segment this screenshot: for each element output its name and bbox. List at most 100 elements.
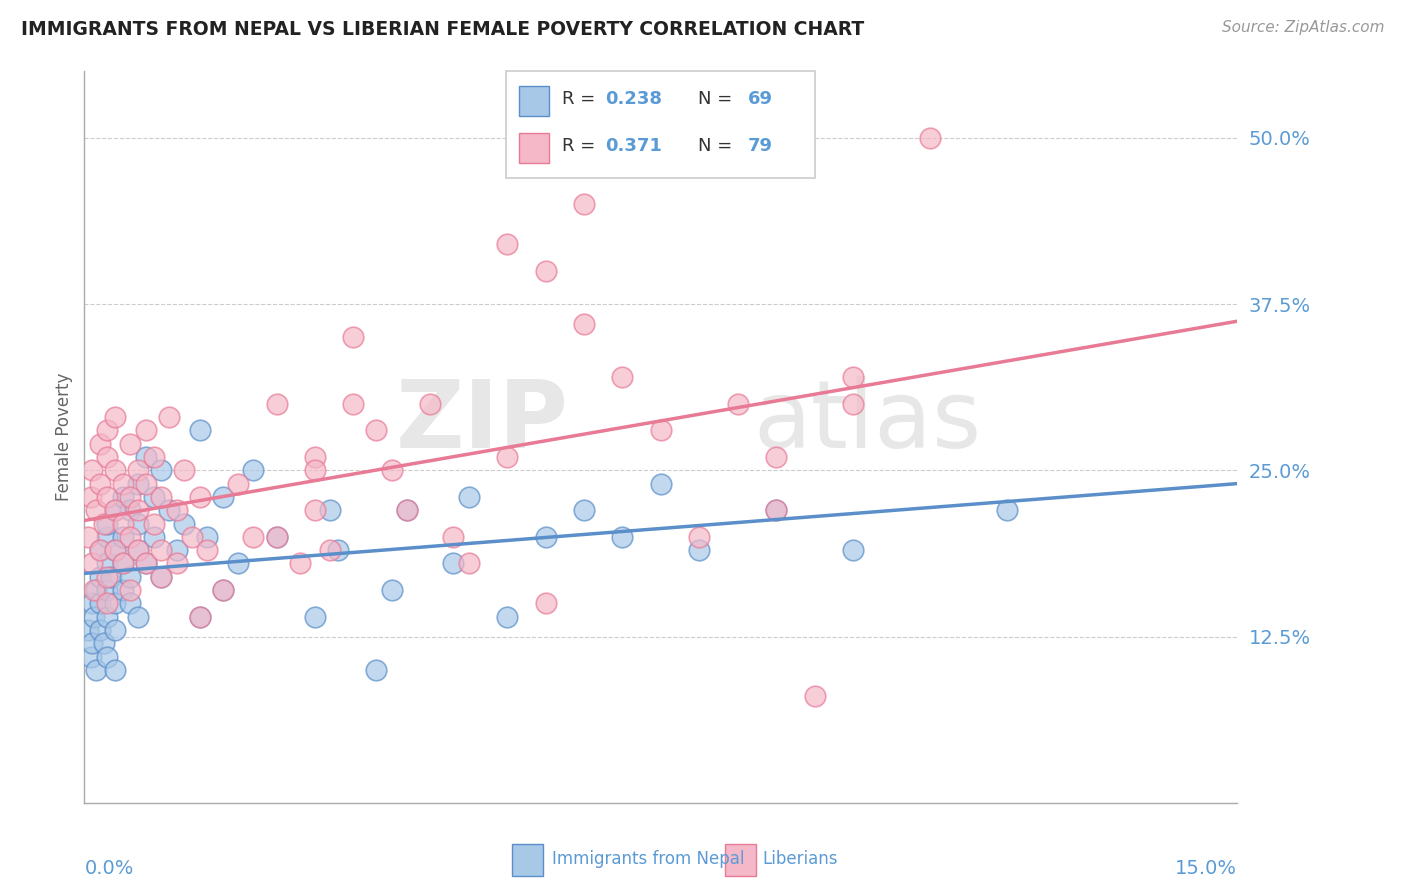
Point [150,570,173,584]
Point [366,663,388,677]
Point [188,609,211,624]
Point [211,582,233,597]
Point [127,503,149,517]
Point [304,609,326,624]
Point [242,463,264,477]
Point [127,463,149,477]
Point [96,582,118,597]
Point [396,503,419,517]
Point [572,503,595,517]
Point [496,237,519,252]
Point [842,543,865,558]
Text: Immigrants from Nepal: Immigrants from Nepal [553,849,745,868]
Point [83,609,105,624]
Point [135,557,157,571]
Point [188,424,211,438]
Point [188,490,211,504]
Point [104,663,127,677]
Point [120,596,142,610]
Text: ZIP: ZIP [395,376,568,468]
Point [111,557,134,571]
Point [127,609,149,624]
Point [120,436,142,450]
Point [104,543,127,558]
Point [111,516,134,531]
Point [135,557,157,571]
Point [195,530,218,544]
Point [319,503,342,517]
Point [226,476,249,491]
Point [120,530,142,544]
Point [166,543,188,558]
Point [120,582,142,597]
Point [120,570,142,584]
Point [496,609,519,624]
Point [288,557,311,571]
Point [89,596,111,610]
Point [381,582,404,597]
Point [104,623,127,637]
Point [304,503,326,517]
Point [366,424,388,438]
Point [304,463,326,477]
Point [93,636,115,650]
Point [765,503,787,517]
Point [688,543,710,558]
Point [96,424,118,438]
Point [96,490,118,504]
Bar [519,134,550,163]
Point [612,530,634,544]
Point [534,596,557,610]
Point [266,530,288,544]
Point [127,476,149,491]
Point [266,530,288,544]
Point [142,516,165,531]
Point [100,570,122,584]
Point [142,530,165,544]
Point [166,503,188,517]
Text: R =: R = [562,90,600,108]
Point [612,370,634,384]
Text: 79: 79 [748,137,772,155]
Point [111,476,134,491]
Point [77,623,100,637]
Point [127,543,149,558]
Point [842,397,865,411]
Point [84,582,107,597]
Point [195,543,218,558]
Point [96,516,118,531]
Point [89,623,111,637]
Point [319,543,342,558]
Text: 15.0%: 15.0% [1175,859,1237,878]
Y-axis label: Female Poverty: Female Poverty [55,373,73,501]
Text: R =: R = [562,137,600,155]
Point [181,530,204,544]
Point [84,663,107,677]
Point [173,463,195,477]
Point [104,463,127,477]
Text: 0.238: 0.238 [605,90,662,108]
Text: 0.0%: 0.0% [84,859,134,878]
Point [127,543,149,558]
Point [79,649,101,664]
Point [534,264,557,278]
Point [80,636,103,650]
Text: Source: ZipAtlas.com: Source: ZipAtlas.com [1222,20,1385,35]
Point [765,503,787,517]
Text: IMMIGRANTS FROM NEPAL VS LIBERIAN FEMALE POVERTY CORRELATION CHART: IMMIGRANTS FROM NEPAL VS LIBERIAN FEMALE… [21,20,865,38]
Point [96,530,118,544]
Point [918,131,941,145]
Point [104,503,127,517]
Point [89,543,111,558]
Point [80,557,103,571]
Point [96,450,118,464]
Point [89,570,111,584]
Point [135,424,157,438]
Point [650,476,672,491]
Point [150,570,173,584]
Point [381,463,404,477]
Point [242,530,264,544]
Point [135,476,157,491]
Point [226,557,249,571]
Point [166,557,188,571]
